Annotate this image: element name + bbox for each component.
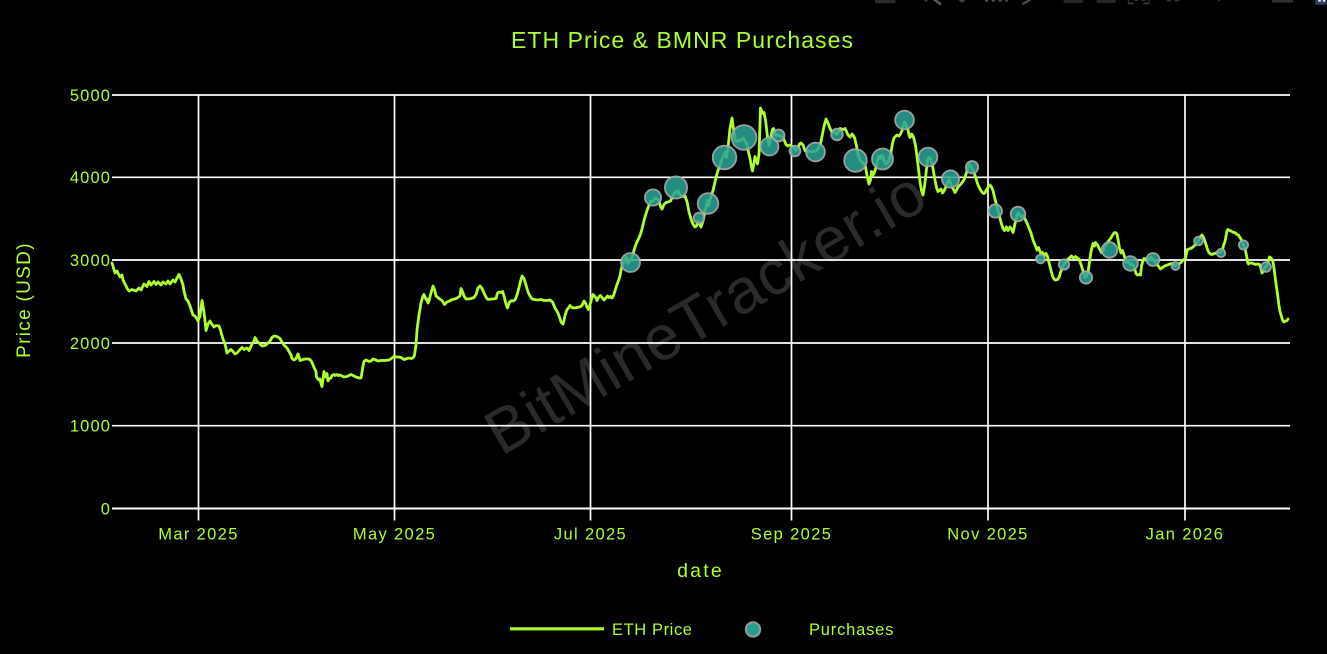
svg-text:2000: 2000	[70, 335, 111, 353]
svg-text:1000: 1000	[70, 418, 111, 436]
svg-text:0: 0	[101, 500, 111, 518]
svg-text:date: date	[677, 560, 724, 582]
svg-text:ETH Price: ETH Price	[612, 621, 693, 639]
svg-text:Price (USD): Price (USD)	[14, 242, 35, 358]
svg-text:ETH Price & BMNR Purchases: ETH Price & BMNR Purchases	[511, 27, 854, 53]
svg-text:Sep 2025: Sep 2025	[751, 526, 832, 544]
svg-text:May 2025: May 2025	[353, 526, 436, 544]
svg-text:Jan 2026: Jan 2026	[1146, 526, 1225, 544]
svg-text:Jul 2025: Jul 2025	[554, 526, 627, 544]
svg-text:Mar 2025: Mar 2025	[158, 526, 239, 544]
svg-text:Purchases: Purchases	[809, 621, 894, 639]
svg-text:5000: 5000	[70, 87, 111, 105]
svg-text:Nov 2025: Nov 2025	[947, 526, 1028, 544]
svg-text:3000: 3000	[70, 252, 111, 270]
svg-text:4000: 4000	[70, 169, 111, 187]
